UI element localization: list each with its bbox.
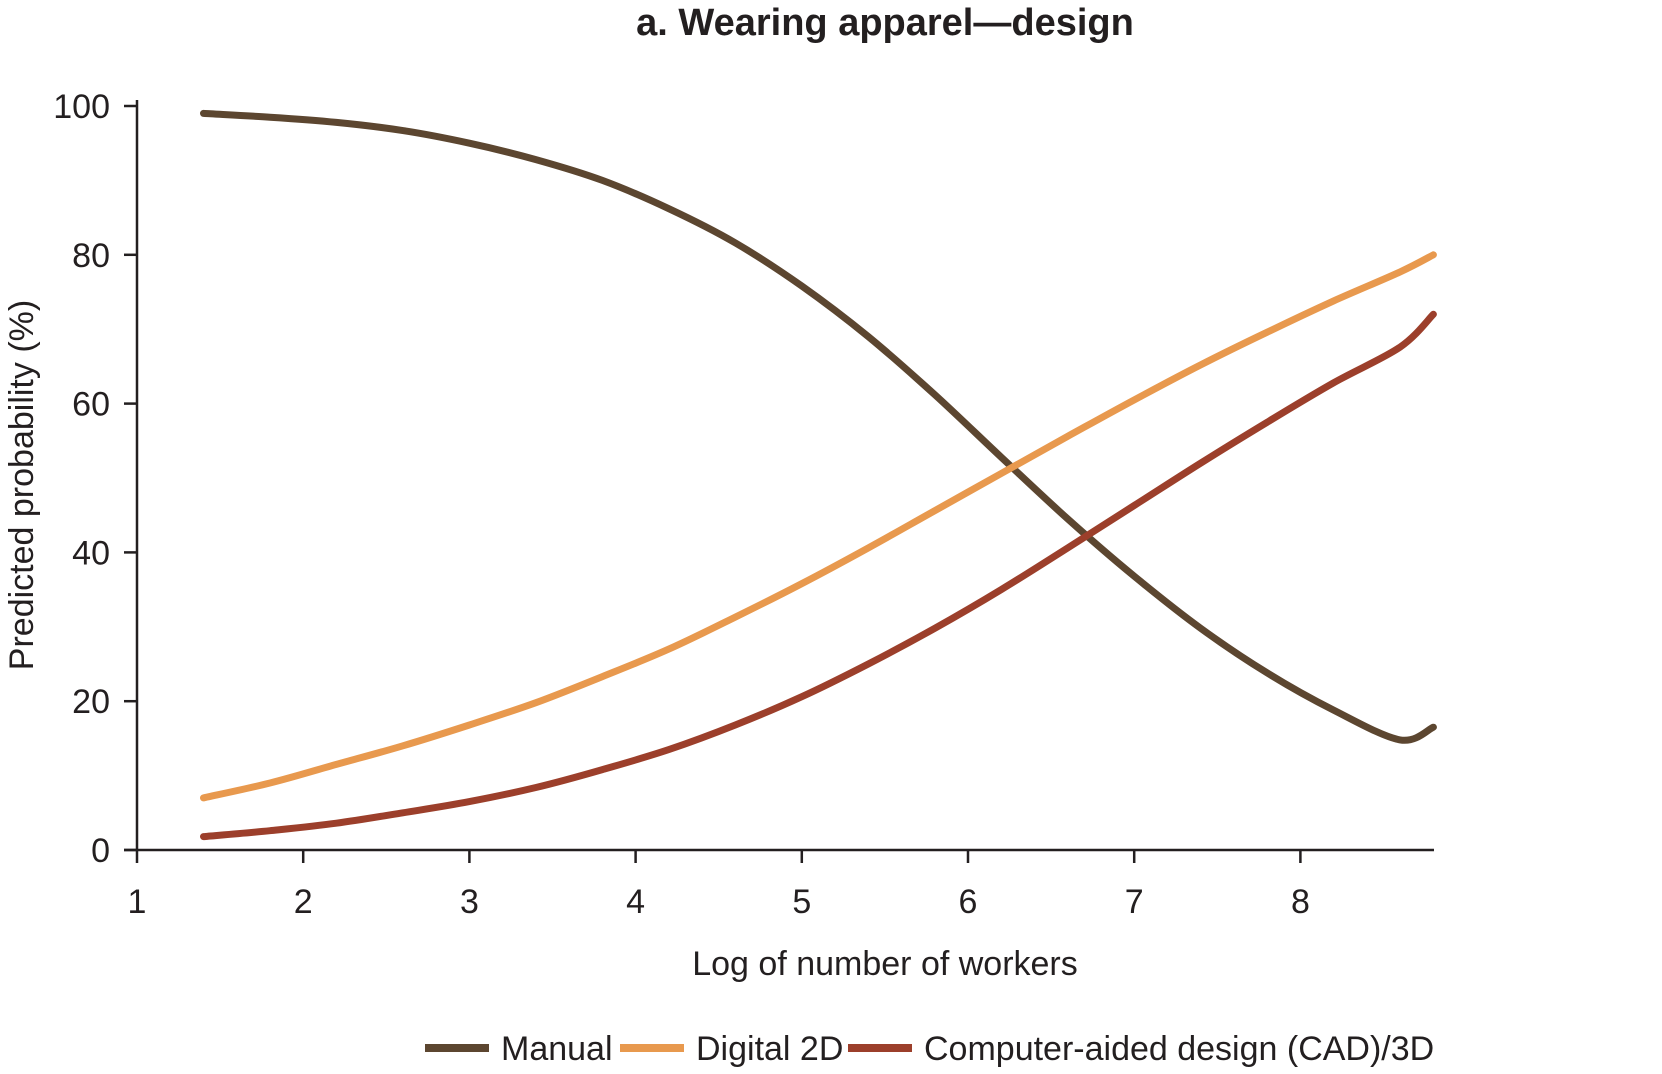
series-line-digital-2d [200,251,1437,802]
legend-label-computer-aided-design-cad-3d: Computer-aided design (CAD)/3D [924,1030,1434,1068]
y-axis-ticks: 0 20 40 60 80 100 [53,88,137,870]
y-tick-label: 100 [53,88,110,126]
y-tick-label: 60 [72,386,110,424]
legend: Manual Digital 2D Computer-aided design (C… [425,1030,1434,1068]
x-tick-label: 5 [792,883,811,921]
legend-label-digital-2d: Digital 2D [696,1030,843,1068]
y-axis-title: Predicted probability (%) [3,300,41,670]
y-tick-label: 0 [91,832,110,870]
y-tick-label: 80 [72,237,110,275]
series-lines [200,109,1437,841]
series-line-computer-aided-design-cad-3d [200,310,1437,841]
x-tick-label: 2 [294,883,313,921]
x-tick-label: 6 [959,883,978,921]
y-tick-label: 40 [72,534,110,572]
x-axis-title: Log of number of workers [692,945,1078,983]
series-line-manual [200,109,1437,744]
x-tick-label: 8 [1291,883,1310,921]
x-tick-label: 4 [626,883,645,921]
legend-label-manual: Manual [501,1030,613,1068]
x-axis-ticks: 1 2 3 4 5 6 7 8 [128,850,1310,921]
y-tick-label: 20 [72,683,110,721]
x-tick-label: 3 [460,883,479,921]
chart-title: a. Wearing apparel—design [636,2,1134,44]
x-tick-label: 7 [1125,883,1144,921]
x-tick-label: 1 [128,883,147,921]
